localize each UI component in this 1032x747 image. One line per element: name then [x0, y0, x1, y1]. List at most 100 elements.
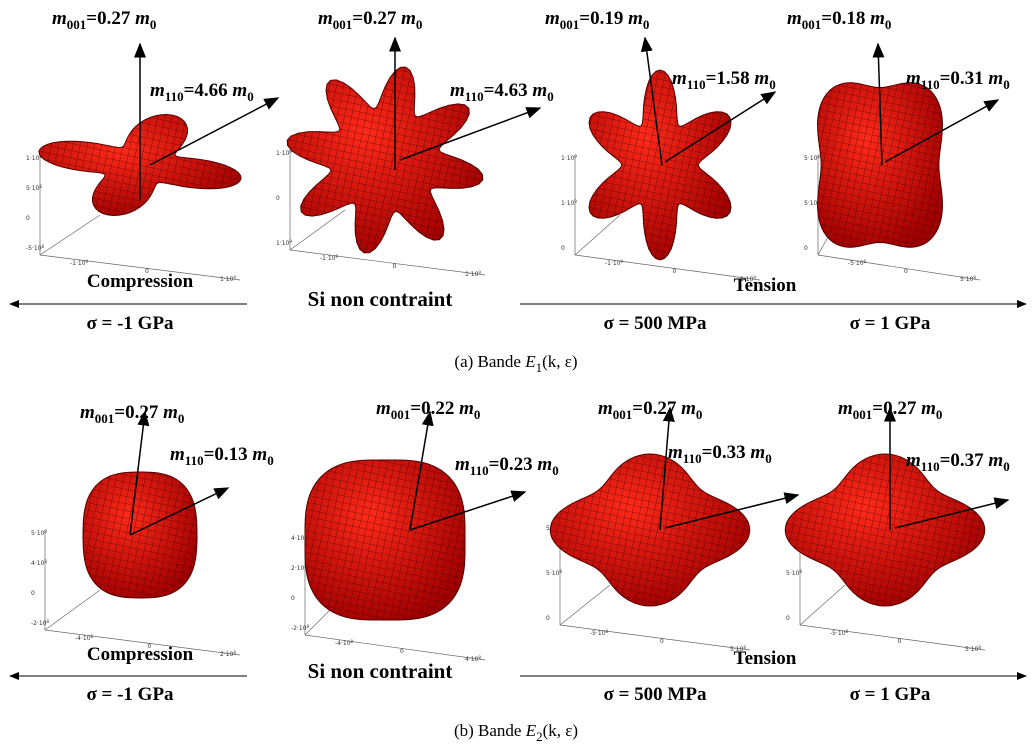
label-part: 0 — [178, 411, 185, 426]
label-part: =0.19 — [579, 8, 628, 29]
tick-base: 0 — [145, 268, 149, 275]
label-part: m — [628, 8, 643, 29]
axis-tick-label: 1·109 — [276, 149, 292, 157]
label: m110=0.13 m0 — [170, 444, 274, 468]
tick-exp: 8 — [44, 559, 47, 564]
axis-tick-label: -2·108 — [31, 619, 50, 627]
tick-exp: 8 — [478, 655, 481, 660]
label-part: m — [870, 8, 885, 29]
axis-tick-label: -4·108 — [75, 634, 94, 642]
tick-base: 0 — [393, 263, 397, 270]
label: m110=1.58 m0 — [672, 68, 776, 92]
axis-line — [304, 634, 486, 661]
label-part: E — [524, 352, 536, 371]
tick-base: 1·10 — [740, 276, 754, 283]
surface-mesh — [785, 454, 985, 606]
label: m110=0.37 m0 — [906, 450, 1010, 474]
label-part: (k, ε) — [543, 721, 578, 740]
label-part: m — [545, 8, 560, 29]
surface-mesh — [83, 472, 197, 598]
label-part: m — [906, 450, 921, 471]
tick-exp: 8 — [233, 650, 236, 655]
label: m001=0.27 m0 — [80, 402, 184, 426]
axis-line — [44, 629, 241, 656]
tick-base: -5·10 — [26, 245, 42, 252]
band-surface — [549, 453, 751, 607]
label-part: 0 — [547, 89, 554, 104]
compression-label: Compression — [87, 271, 194, 292]
label: m001=0.19 m0 — [545, 8, 649, 32]
label-part: 001 — [95, 411, 115, 426]
arrow-001 — [640, 36, 663, 166]
label-part: m — [80, 402, 95, 423]
tick-base: 1·10 — [561, 200, 575, 207]
label-part: m — [459, 398, 474, 419]
axis-tick-label: 1·109 — [561, 199, 577, 207]
label-part: m — [754, 68, 769, 89]
axis-tick-label: 0 — [291, 595, 295, 602]
label-part: m — [170, 444, 185, 465]
label-part: 001 — [802, 17, 822, 32]
band-surface — [82, 471, 198, 599]
tick-base: 5·10 — [31, 530, 45, 537]
axis-tick-label: 0 — [673, 268, 677, 275]
band-surface — [784, 453, 986, 607]
label-part: =0.27 — [114, 402, 163, 423]
label-part: 001 — [333, 17, 353, 32]
tick-base: -1·10 — [605, 260, 621, 267]
tick-exp: 8 — [351, 639, 354, 644]
axis-tick-label: 5·108 — [31, 529, 47, 537]
tick-exp: 8 — [743, 645, 746, 650]
label-part: m — [906, 68, 921, 89]
tick-base: 0 — [400, 648, 404, 655]
axis-line — [289, 249, 486, 276]
tick-base: 5·10 — [26, 185, 40, 192]
plot-axes — [574, 155, 761, 281]
tick-base: -4·10 — [75, 635, 91, 642]
axis-tick-label: 5·108 — [786, 569, 802, 577]
label-part: =0.27 — [872, 398, 921, 419]
axis-tick-label: 1·109 — [561, 154, 577, 162]
axis-tick-label: 0 — [148, 643, 152, 650]
tick-base: 0 — [561, 245, 565, 252]
tick-base: 5·10 — [965, 646, 979, 653]
tick-exp: 8 — [42, 244, 45, 249]
label-part: =0.37 — [940, 450, 989, 471]
label-part: (b) Bande — [454, 721, 526, 740]
axis-line — [559, 624, 751, 651]
label-part: m — [921, 398, 936, 419]
label-part: 0 — [474, 407, 481, 422]
label-part: 0 — [1003, 459, 1010, 474]
tick-exp: 9 — [753, 275, 756, 280]
surface-mesh — [287, 67, 483, 253]
stress-label: σ = -1 GPa — [86, 684, 174, 705]
axis-line — [289, 209, 346, 251]
label-part: m — [787, 8, 802, 29]
label-part: 001 — [67, 17, 87, 32]
label-part: 001 — [853, 407, 873, 422]
tick-base: 0 — [904, 268, 908, 275]
axis-tick-label: 0 — [400, 648, 404, 655]
label-part: =0.27 — [86, 8, 135, 29]
label-part: 0 — [150, 17, 157, 32]
arrow-001 — [409, 410, 434, 531]
arrow-001 — [872, 42, 885, 166]
label-part: (a) Bande — [454, 352, 525, 371]
label-part: 001 — [391, 407, 411, 422]
tick-base: -5·10 — [848, 260, 864, 267]
axis-tick-label: 1·109 — [465, 270, 481, 278]
surface-mesh — [550, 454, 750, 606]
label-part: m — [838, 398, 853, 419]
label-part: 2 — [536, 729, 543, 744]
unstrained-label: Si non contraint — [308, 287, 453, 311]
tick-base: 0 — [673, 268, 677, 275]
label-part: =0.31 — [940, 68, 989, 89]
tick-exp: 8 — [559, 569, 562, 574]
axis-tick-label: -5·108 — [830, 629, 849, 637]
axis-tick-label: 0 — [26, 215, 30, 222]
arrow-001 — [129, 410, 150, 536]
tick-exp: 8 — [91, 634, 94, 639]
axis-tick-label: 0 — [904, 268, 908, 275]
surface-mesh — [817, 82, 943, 248]
label-part: 110 — [921, 459, 940, 474]
